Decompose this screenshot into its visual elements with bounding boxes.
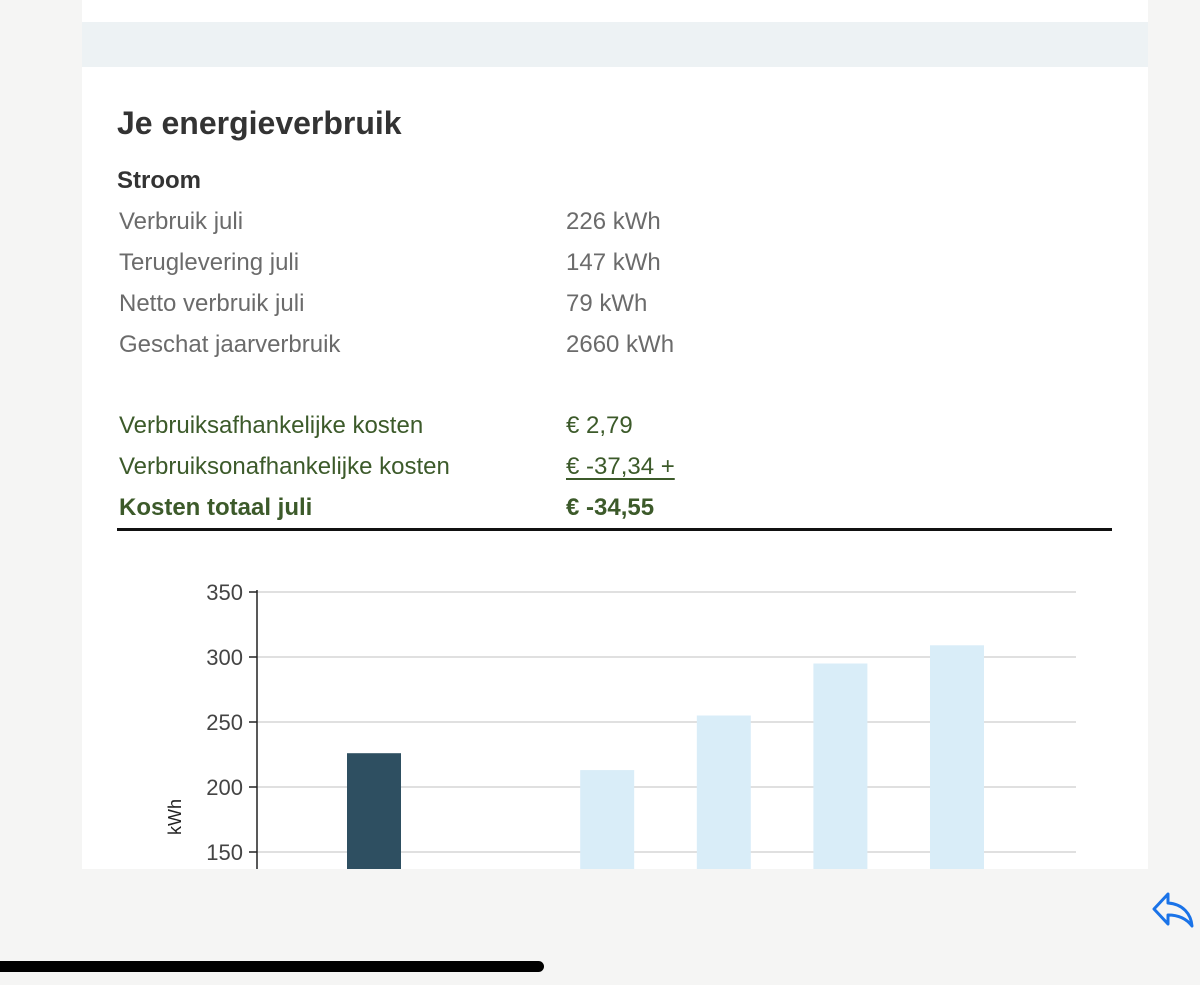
- bar: [347, 753, 401, 869]
- usage-row: Geschat jaarverbruik 2660 kWh: [119, 330, 1112, 360]
- cost-value: € 2,79: [566, 412, 633, 439]
- y-tick-label: 300: [206, 645, 243, 670]
- energy-card: Je energieverbruik Stroom Verbruik juli …: [82, 0, 1148, 869]
- bar: [930, 645, 984, 869]
- usage-value: 2660 kWh: [566, 331, 675, 358]
- header-band: [82, 22, 1148, 67]
- bar: [580, 770, 635, 869]
- usage-label: Verbruik juli: [119, 208, 244, 235]
- usage-row: Teruglevering juli 147 kWh: [119, 248, 1112, 278]
- cost-total-row: Kosten totaal juli € -34,55: [119, 493, 1112, 523]
- reply-arrow-icon: [1152, 892, 1194, 928]
- bar: [813, 663, 868, 869]
- usage-label: Teruglevering juli: [119, 249, 300, 276]
- reply-button[interactable]: [1150, 888, 1196, 930]
- y-tick-label: 200: [206, 775, 243, 800]
- cost-value: € -37,34 +: [566, 453, 675, 480]
- y-tick-label: 350: [206, 580, 243, 605]
- section-subtitle: Stroom: [117, 167, 201, 194]
- y-tick-label: 250: [206, 710, 243, 735]
- usage-row: Verbruik juli 226 kWh: [119, 207, 1112, 237]
- section-title: Je energieverbruik: [117, 105, 402, 141]
- usage-label: Netto verbruik juli: [119, 290, 305, 317]
- cost-label: Verbruiksafhankelijke kosten: [119, 412, 424, 439]
- usage-label: Geschat jaarverbruik: [119, 331, 341, 358]
- cost-total-label: Kosten totaal juli: [119, 494, 313, 521]
- cost-row: Verbruiksafhankelijke kosten € 2,79: [119, 411, 1112, 441]
- usage-value: 226 kWh: [566, 208, 661, 235]
- cost-total-value: € -34,55: [566, 494, 655, 521]
- y-tick-label: 150: [206, 840, 243, 865]
- bar: [696, 715, 751, 869]
- usage-row: Netto verbruik juli 79 kWh: [119, 289, 1112, 319]
- home-indicator: [0, 961, 544, 972]
- usage-value: 147 kWh: [566, 249, 661, 276]
- usage-value: 79 kWh: [566, 290, 648, 317]
- total-divider: [117, 528, 1112, 531]
- cost-row: Verbruiksonafhankelijke kosten € -37,34 …: [119, 452, 1112, 482]
- usage-bar-chart: 150 200 250 300 350 kWh: [165, 580, 1076, 869]
- cost-label: Verbruiksonafhankelijke kosten: [119, 453, 450, 480]
- y-axis-label: kWh: [165, 799, 185, 835]
